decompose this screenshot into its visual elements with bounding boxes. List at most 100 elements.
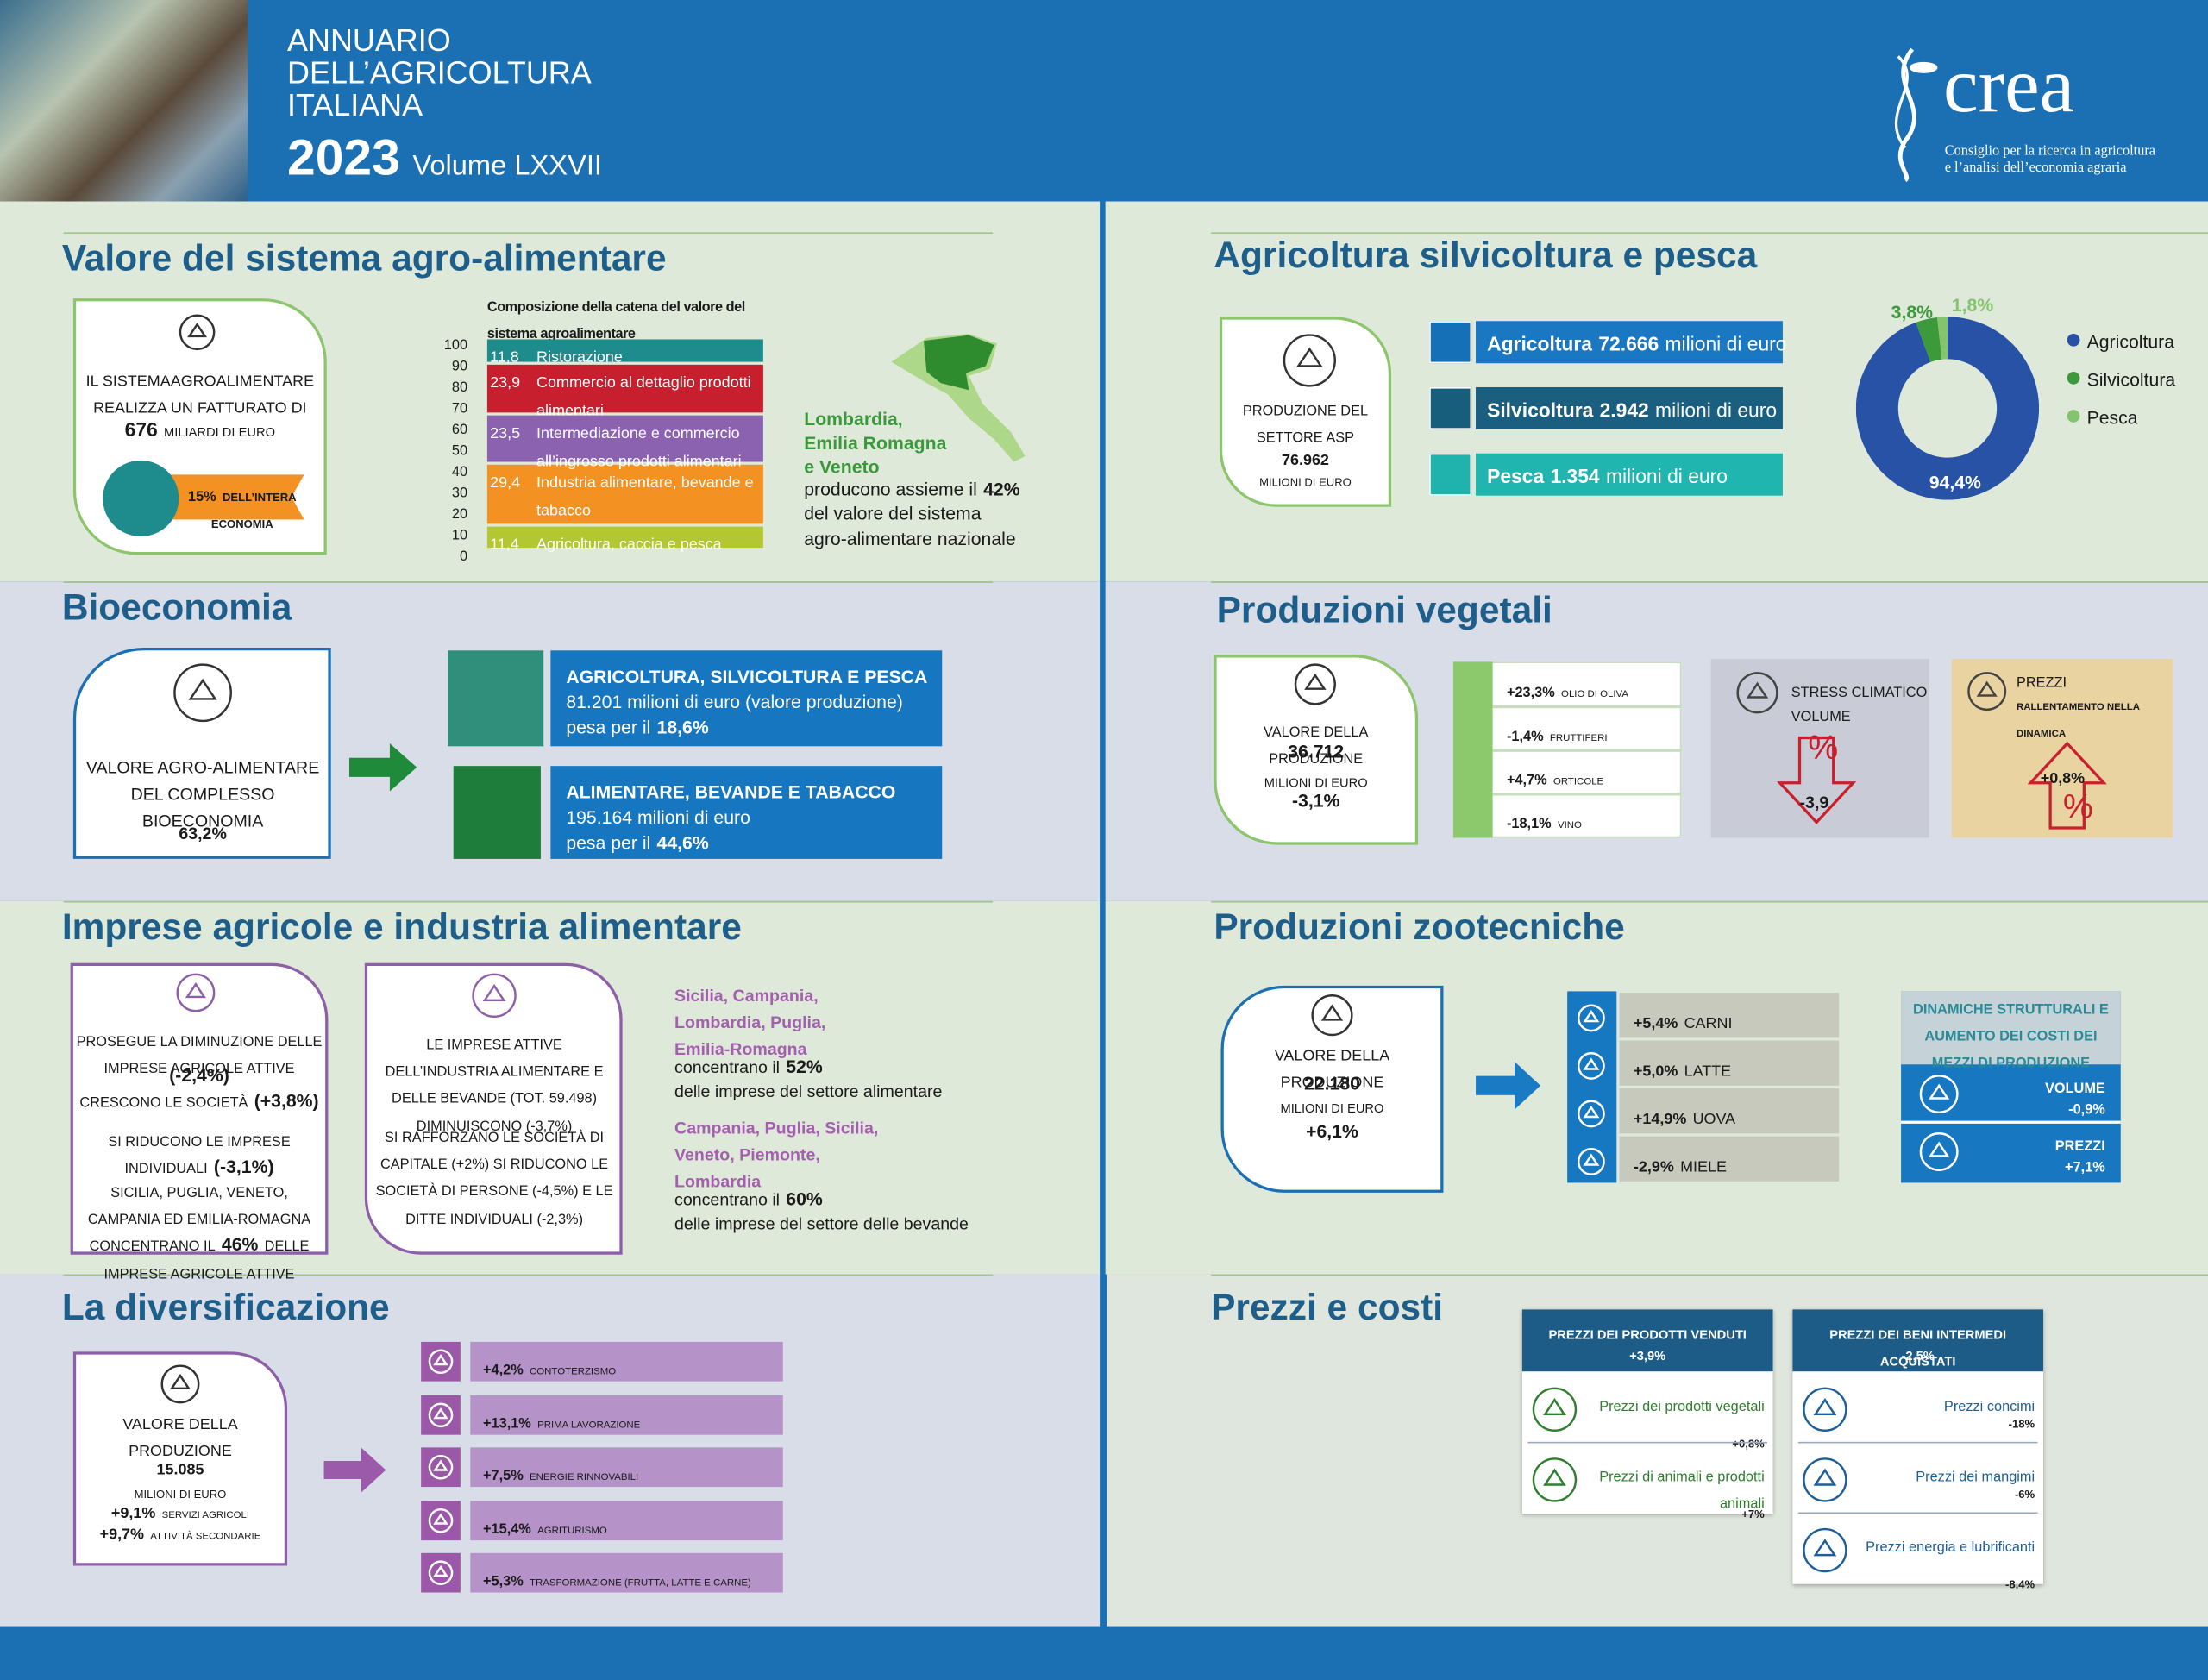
icon-shape [1583,1010,1600,1023]
icon [159,1363,201,1405]
table-change: -2,5% [1796,1340,2041,1367]
list-row [1619,1040,1840,1086]
dinamiche-title-part: DINAMICHE STRUTTURALI E AUMENTO DEI COST… [1913,1002,2109,1073]
item-text-part: 195.164 milioni di euro [566,806,750,828]
item-text-part: +5,3% [483,1574,524,1590]
row-name: VOLUME [1965,1073,2105,1100]
card-unit: MILIONI DI EURO [1222,466,1389,492]
icon-shape [1577,1051,1605,1080]
segment-name: Industria alimentare, bevande e tabacco [536,467,762,523]
icon-shape [428,1508,454,1533]
segment-value-part: 29,4 [490,473,521,492]
icon-shape [472,973,517,1018]
legend-dot [2067,372,2080,385]
italy-map [884,327,1039,467]
icon-shape [1776,736,1857,824]
icon-shape [1776,736,1857,824]
row-name: Prezzi energia e lubrificanti [1863,1532,2035,1558]
item-text: 81.201 milioni di euro (valore produzion… [566,688,939,715]
header-art [0,0,248,202]
row-change-part: -8,4% [2005,1578,2036,1591]
section-title-part: Imprese agricole e industria alimentare [61,905,742,948]
card-amount-part: 676 [124,417,158,442]
region-text: producono assieme il 42% [804,476,1019,503]
row-change-part: -0,9% [2068,1102,2105,1119]
legend-label: Pesca [2087,404,2138,431]
icon-shape [2027,741,2107,830]
icon [427,1453,455,1482]
item-bar [550,650,943,747]
donut-label-part: 1,8% [1951,294,1994,316]
text-part: 60% [786,1188,823,1210]
list-separator [1492,705,1682,709]
header-bar [0,0,2208,202]
item-icon [421,1552,461,1593]
segment-name-part: Industria alimentare, bevande e tabacco [536,473,754,520]
icon-shape [1583,1153,1600,1166]
item-title-part: AGRICOLTURA, SILVICOLTURA E PESCA [566,666,928,687]
legend-label-part: Silvicoltura [2086,368,2176,391]
text: concentrano il 52% [674,1053,823,1080]
segment-value: 11,8 [490,342,532,369]
separator [63,232,994,235]
bar-icon [1429,453,1472,496]
segment-value: 23,9 [490,367,532,394]
icon-shape [188,678,217,700]
text: CRESCONO LE SOCIETÀ (+3,8%) [76,1087,323,1113]
table-header [1792,1309,2043,1372]
legend-label-part: Agricoltura [2086,330,2175,353]
icon [1918,1073,1960,1115]
icon-shape [1919,1075,1959,1114]
y-tick-label-part: 10 [451,528,468,544]
icon-shape [1577,1100,1605,1128]
row-name-part: PREZZI [2054,1138,2105,1155]
section-title: Produzioni vegetali [1217,588,1552,632]
region-text-part: producono assieme il [804,479,977,500]
item-bar [470,1500,783,1540]
item-text-part: +13,1% [483,1415,531,1432]
y-tick-label-part: 100 [443,337,468,354]
icon-shape [433,1459,448,1471]
y-tick-label-part: 0 [459,549,468,565]
header-title-part: ITALIANA [287,87,423,123]
table-change-part: -2,5% [1901,1349,1935,1363]
item-icon [421,1447,461,1488]
card-text: VALORE DELLA PRODUZIONE [1217,717,1415,771]
y-tick-label-part: 50 [451,443,468,460]
segment-name: Commercio al dettaglio prodotti alimenta… [536,367,762,423]
region-text: del valore del sistema [804,500,981,527]
card-unit-part: MILIONI DI EURO [134,1488,227,1501]
prezzi-symbol-part: % [2062,788,2093,827]
list-item-part: ORTICOLE [1552,777,1604,787]
segment-name: Ristorazione [536,342,762,371]
icon-shape [1583,1106,1600,1119]
legend-label-part: Pesca [2086,406,2138,429]
item-text: +4,2% CONTOTERZISMO [483,1355,616,1382]
icon-shape [1909,61,1938,73]
row-separator [1797,1512,2038,1514]
icon-shape [176,973,216,1012]
row-change-part: -6% [2014,1488,2036,1501]
card [1214,655,1419,845]
icon-shape [428,1560,454,1585]
prezzi-subtitle: RALLENTAMENTO NELLA DINAMICA [2017,690,2143,744]
region-name: Emilia Romagna [804,429,946,456]
text-part: DELLE IMPRESE AGRICOLE ATTIVE [104,1239,310,1282]
footer [0,1626,2208,1680]
row-separator [1797,1441,2038,1444]
text-part: (-2,4%) [169,1064,229,1086]
row-change: +7,1% [1965,1152,2105,1179]
card-value-part: 36.712 [1288,740,1345,762]
y-tick-label: 90 [423,351,467,378]
card-text-part: PRODUZIONE DEL SETTORE ASP [1242,404,1369,447]
icon-shape [1532,1387,1578,1432]
segment-name-part: Intermediazione e commercio all’ingrosso… [536,424,742,470]
icon [178,312,217,352]
section-title-part: La diversificazione [61,1285,390,1328]
bar-text-part: Agricoltura [1487,332,1593,355]
y-tick-label: 100 [423,329,467,356]
card-value-part: 22.180 [1304,1073,1360,1094]
icon-shape [428,1508,454,1533]
icon-shape [1311,994,1353,1037]
